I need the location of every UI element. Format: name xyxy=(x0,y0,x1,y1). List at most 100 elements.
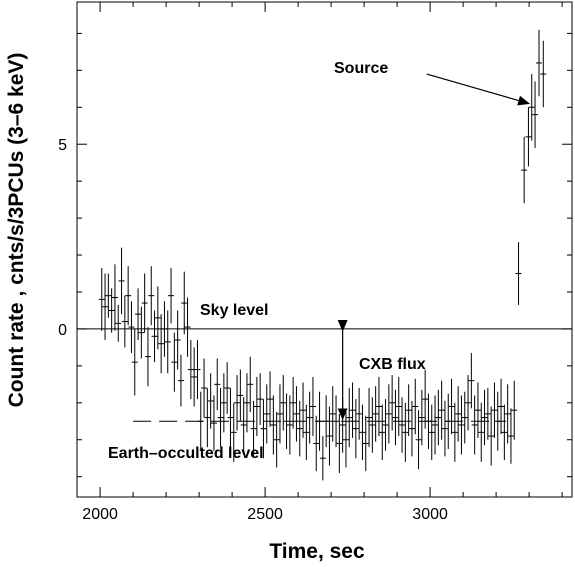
data-point xyxy=(395,376,402,437)
data-point xyxy=(385,384,392,444)
data-point xyxy=(174,310,181,370)
data-point xyxy=(220,373,227,433)
data-point xyxy=(181,271,188,335)
data-point xyxy=(247,356,254,413)
data-point xyxy=(465,375,472,431)
data-point xyxy=(428,404,435,461)
data-point xyxy=(329,386,336,442)
data-point xyxy=(293,386,300,442)
data-point xyxy=(412,378,419,435)
data-point xyxy=(425,393,432,449)
data-point xyxy=(359,404,366,461)
data-point xyxy=(333,395,340,448)
data-points xyxy=(98,29,547,481)
data-point xyxy=(263,384,270,444)
data-point xyxy=(402,402,409,462)
data-point xyxy=(280,375,287,431)
data-point xyxy=(296,400,303,457)
data-point xyxy=(243,373,250,433)
data-point xyxy=(349,382,356,438)
data-point xyxy=(540,40,547,108)
data-point xyxy=(389,375,396,431)
data-point xyxy=(135,288,142,341)
sky-level-label: Sky level xyxy=(200,302,269,319)
data-point xyxy=(521,136,528,204)
data-point xyxy=(448,378,455,435)
data-point xyxy=(342,412,349,468)
data-point xyxy=(498,378,505,435)
data-point xyxy=(148,266,155,326)
data-point xyxy=(164,310,171,374)
data-point xyxy=(392,389,399,446)
y-axis-title: Count rate , cnts/s/3PCUs (3–6 keV) xyxy=(5,53,28,408)
data-point xyxy=(191,347,198,407)
data-point xyxy=(105,273,112,318)
y-tick-label: 0 xyxy=(58,322,67,339)
data-point xyxy=(98,267,105,331)
data-point xyxy=(118,247,125,315)
data-point xyxy=(455,386,462,442)
data-point xyxy=(201,358,208,418)
data-point xyxy=(507,408,514,464)
x-tick-label: 2500 xyxy=(247,506,283,523)
data-point xyxy=(316,391,323,451)
data-point xyxy=(405,384,412,437)
data-point xyxy=(346,388,353,448)
data-point xyxy=(441,400,448,457)
data-point xyxy=(536,29,542,97)
data-point xyxy=(356,388,363,440)
data-point xyxy=(286,395,293,455)
data-point xyxy=(214,358,221,411)
data-point xyxy=(227,388,234,448)
data-point xyxy=(240,397,247,453)
data-point xyxy=(128,301,135,353)
data-point xyxy=(257,373,264,425)
data-point xyxy=(504,384,511,444)
data-point xyxy=(267,371,274,427)
data-point xyxy=(210,395,217,451)
data-point xyxy=(237,369,244,422)
data-point xyxy=(141,273,148,333)
data-point xyxy=(491,382,498,438)
source-arrow xyxy=(426,73,531,106)
data-point xyxy=(471,395,478,455)
data-point xyxy=(323,395,330,448)
data-point xyxy=(528,74,535,141)
data-point xyxy=(336,413,343,473)
data-point xyxy=(468,352,475,409)
data-point xyxy=(379,404,386,461)
data-point xyxy=(313,415,320,472)
data-point xyxy=(445,393,452,449)
data-point xyxy=(309,376,316,437)
data-point xyxy=(494,391,501,451)
data-point xyxy=(253,376,260,437)
data-point xyxy=(151,310,158,363)
data-point xyxy=(131,328,138,396)
data-point xyxy=(111,264,118,331)
data-point xyxy=(102,273,109,341)
data-point xyxy=(171,332,178,392)
data-point xyxy=(276,384,283,444)
data-point xyxy=(260,399,267,459)
data-point xyxy=(435,389,442,446)
data-point xyxy=(515,242,522,305)
x-tick-label: 3000 xyxy=(412,506,448,523)
cxb-flux-label: CXB flux xyxy=(359,356,426,373)
data-point xyxy=(303,404,310,461)
data-point xyxy=(319,436,326,481)
data-point xyxy=(372,386,379,442)
data-point xyxy=(352,399,359,459)
data-point xyxy=(532,81,539,148)
data-point xyxy=(283,393,290,449)
source-label: Source xyxy=(334,60,388,77)
earth-occulted-level-label: Earth–occulted level xyxy=(108,445,264,462)
data-point xyxy=(501,404,508,461)
plot-frame xyxy=(76,1,573,498)
data-point xyxy=(418,389,425,446)
data-point xyxy=(230,402,237,462)
data-point xyxy=(369,397,376,453)
x-tick-label: 2000 xyxy=(82,506,118,523)
data-point xyxy=(306,391,313,444)
data-point xyxy=(204,388,211,448)
